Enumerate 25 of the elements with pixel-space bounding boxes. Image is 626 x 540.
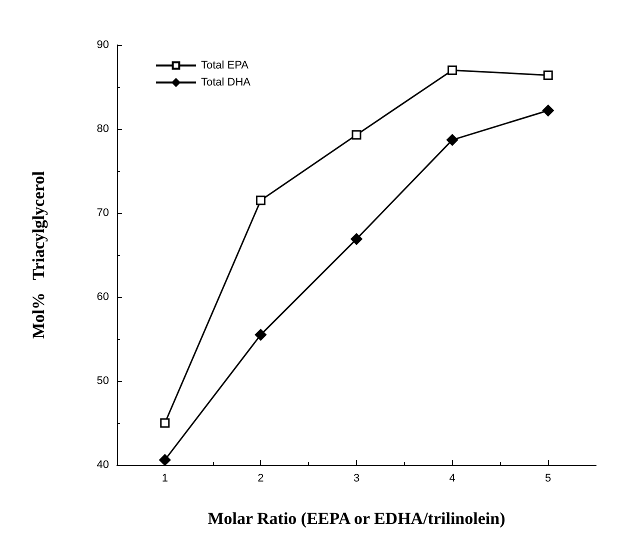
y-tick-label: 80 xyxy=(96,123,109,135)
point xyxy=(543,70,553,80)
legend-label: Total EPA xyxy=(201,60,250,72)
x-tick-label: 2 xyxy=(258,472,264,484)
legend-label: Total DHA xyxy=(201,76,252,88)
y-axis-title: Mol% Triacylglycerol xyxy=(29,170,48,339)
x-tick-label: 5 xyxy=(545,472,552,484)
x-tick-label: 1 xyxy=(162,472,168,484)
x-tick-label: 4 xyxy=(449,472,456,484)
point xyxy=(448,65,458,75)
point xyxy=(350,233,362,245)
point xyxy=(160,418,170,428)
y-tick-label: 90 xyxy=(96,39,109,51)
point xyxy=(352,130,362,140)
y-tick-label: 40 xyxy=(96,459,109,471)
point xyxy=(542,104,554,116)
x-axis-title: Molar Ratio (EEPA or EDHA/trilinolein) xyxy=(208,509,506,528)
y-tick-label: 50 xyxy=(96,375,109,387)
point xyxy=(446,134,458,146)
point xyxy=(254,329,266,341)
point xyxy=(256,196,266,206)
y-tick-label: 70 xyxy=(96,207,109,219)
point xyxy=(159,454,171,466)
x-tick-label: 3 xyxy=(353,472,360,484)
y-tick-label: 60 xyxy=(96,291,109,303)
